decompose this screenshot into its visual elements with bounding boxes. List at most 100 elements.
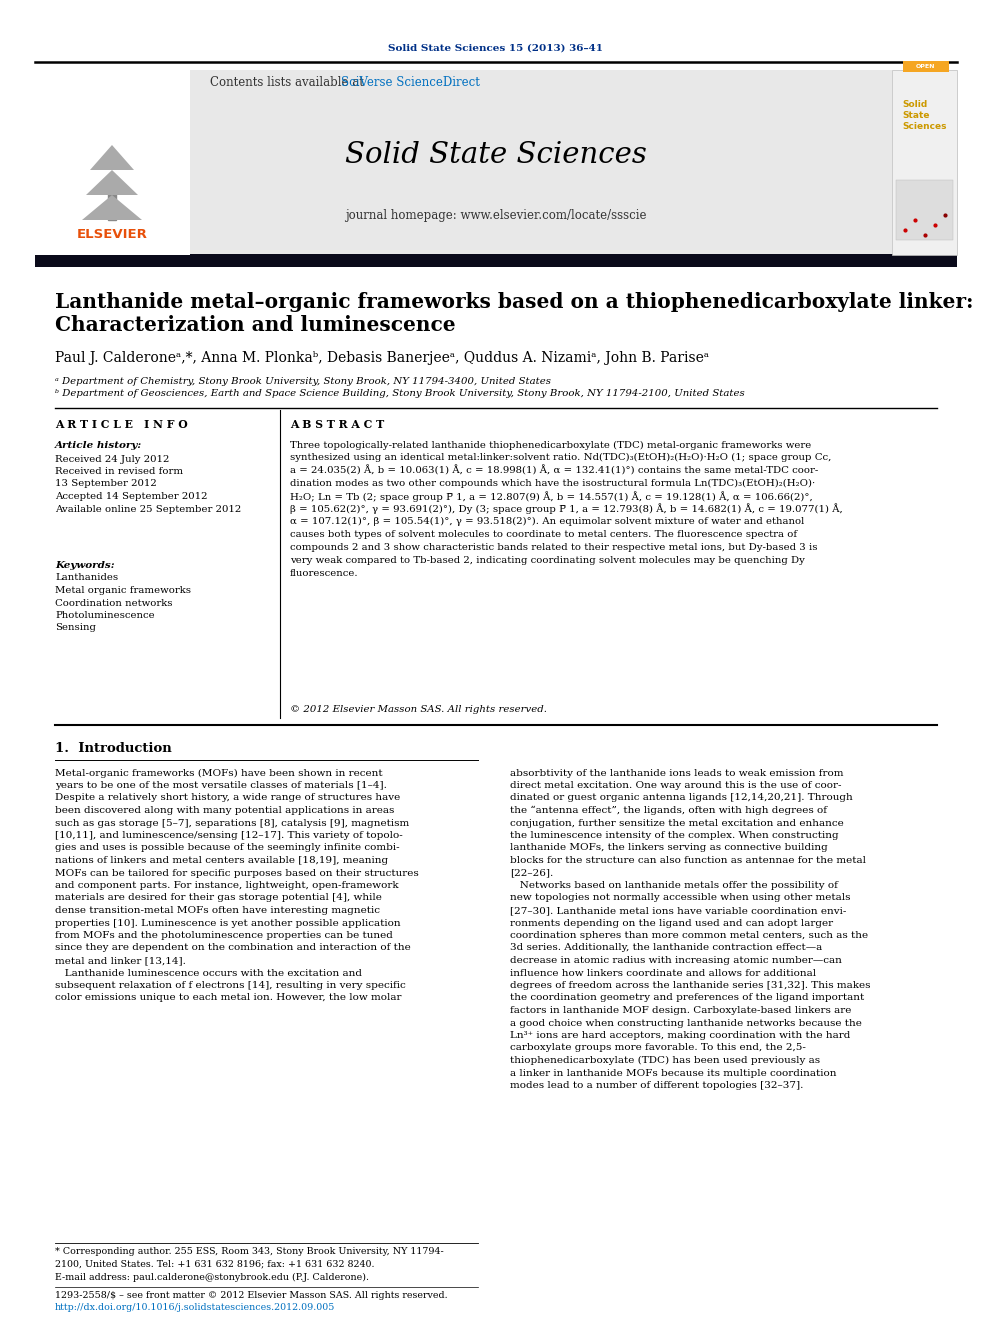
Text: Keywords:: Keywords: — [55, 561, 115, 569]
Text: carboxylate groups more favorable. To this end, the 2,5-: carboxylate groups more favorable. To th… — [510, 1044, 806, 1053]
Text: factors in lanthanide MOF design. Carboxylate-based linkers are: factors in lanthanide MOF design. Carbox… — [510, 1005, 851, 1015]
Text: Paul J. Calderoneᵃ,*, Anna M. Plonkaᵇ, Debasis Banerjeeᵃ, Quddus A. Nizamiᵃ, Joh: Paul J. Calderoneᵃ,*, Anna M. Plonkaᵇ, D… — [55, 351, 709, 365]
Polygon shape — [86, 169, 138, 194]
Text: since they are dependent on the combination and interaction of the: since they are dependent on the combinat… — [55, 943, 411, 953]
Text: the luminescence intensity of the complex. When constructing: the luminescence intensity of the comple… — [510, 831, 838, 840]
Text: color emissions unique to each metal ion. However, the low molar: color emissions unique to each metal ion… — [55, 994, 402, 1003]
Text: Solid State Sciences: Solid State Sciences — [345, 142, 647, 169]
FancyBboxPatch shape — [35, 254, 957, 267]
Text: a good choice when constructing lanthanide networks because the: a good choice when constructing lanthani… — [510, 1019, 862, 1028]
Text: dinated or guest organic antenna ligands [12,14,20,21]. Through: dinated or guest organic antenna ligands… — [510, 794, 853, 803]
Text: very weak compared to Tb-based 2, indicating coordinating solvent molecules may : very weak compared to Tb-based 2, indica… — [290, 556, 805, 565]
Text: synthesized using an identical metal:linker:solvent ratio. Nd(TDC)₃(EtOH)₂(H₂O)·: synthesized using an identical metal:lin… — [290, 454, 831, 462]
Text: [22–26].: [22–26]. — [510, 868, 554, 877]
Bar — [108, 191, 116, 220]
Text: Received in revised form: Received in revised form — [55, 467, 184, 476]
Text: the “antenna effect”, the ligands, often with high degrees of: the “antenna effect”, the ligands, often… — [510, 806, 827, 815]
Text: Lanthanides: Lanthanides — [55, 573, 118, 582]
Text: thiophenedicarboxylate (TDC) has been used previously as: thiophenedicarboxylate (TDC) has been us… — [510, 1056, 820, 1065]
Text: materials are desired for their gas storage potential [4], while: materials are desired for their gas stor… — [55, 893, 382, 902]
Text: Ln³⁺ ions are hard acceptors, making coordination with the hard: Ln³⁺ ions are hard acceptors, making coo… — [510, 1031, 850, 1040]
Text: 1.  Introduction: 1. Introduction — [55, 741, 172, 754]
Text: Coordination networks: Coordination networks — [55, 598, 173, 607]
Text: 2100, United States. Tel: +1 631 632 8196; fax: +1 631 632 8240.: 2100, United States. Tel: +1 631 632 819… — [55, 1259, 375, 1269]
Text: 1293-2558/$ – see front matter © 2012 Elsevier Masson SAS. All rights reserved.: 1293-2558/$ – see front matter © 2012 El… — [55, 1290, 447, 1299]
FancyBboxPatch shape — [892, 70, 957, 255]
Text: β = 105.62(2)°, γ = 93.691(2)°), Dy (3; space group P̅ 1, a = 12.793(8) Å, b = 1: β = 105.62(2)°, γ = 93.691(2)°), Dy (3; … — [290, 504, 843, 515]
Text: ᵃ Department of Chemistry, Stony Brook University, Stony Brook, NY 11794-3400, U: ᵃ Department of Chemistry, Stony Brook U… — [55, 377, 551, 385]
Text: 13 September 2012: 13 September 2012 — [55, 479, 157, 488]
Text: Metal-organic frameworks (MOFs) have been shown in recent: Metal-organic frameworks (MOFs) have bee… — [55, 769, 383, 778]
Text: MOFs can be tailored for specific purposes based on their structures: MOFs can be tailored for specific purpos… — [55, 868, 419, 877]
Text: OPEN: OPEN — [917, 65, 935, 70]
Text: * Corresponding author. 255 ESS, Room 343, Stony Brook University, NY 11794-: * Corresponding author. 255 ESS, Room 34… — [55, 1248, 443, 1257]
Text: coordination spheres than more common metal centers, such as the: coordination spheres than more common me… — [510, 931, 868, 941]
Text: journal homepage: www.elsevier.com/locate/ssscie: journal homepage: www.elsevier.com/locat… — [345, 209, 647, 221]
Text: SciVerse ScienceDirect: SciVerse ScienceDirect — [341, 77, 480, 90]
Text: Metal organic frameworks: Metal organic frameworks — [55, 586, 191, 595]
Text: Available online 25 September 2012: Available online 25 September 2012 — [55, 504, 241, 513]
Text: Solid
State
Sciences: Solid State Sciences — [903, 101, 947, 131]
Text: gies and uses is possible because of the seemingly infinite combi-: gies and uses is possible because of the… — [55, 844, 400, 852]
Text: been discovered along with many potential applications in areas: been discovered along with many potentia… — [55, 806, 395, 815]
Text: decrease in atomic radius with increasing atomic number—can: decrease in atomic radius with increasin… — [510, 957, 842, 964]
FancyBboxPatch shape — [35, 70, 190, 255]
Text: causes both types of solvent molecules to coordinate to metal centers. The fluor: causes both types of solvent molecules t… — [290, 531, 798, 538]
Text: fluorescence.: fluorescence. — [290, 569, 359, 578]
Text: new topologies not normally accessible when using other metals: new topologies not normally accessible w… — [510, 893, 850, 902]
Polygon shape — [82, 194, 142, 220]
Text: Article history:: Article history: — [55, 441, 142, 450]
Text: nations of linkers and metal centers available [18,19], meaning: nations of linkers and metal centers ava… — [55, 856, 388, 865]
Text: conjugation, further sensitize the metal excitation and enhance: conjugation, further sensitize the metal… — [510, 819, 844, 827]
Text: a = 24.035(2) Å, b = 10.063(1) Å, c = 18.998(1) Å, α = 132.41(1)°) contains the : a = 24.035(2) Å, b = 10.063(1) Å, c = 18… — [290, 466, 818, 476]
Text: metal and linker [13,14].: metal and linker [13,14]. — [55, 957, 186, 964]
FancyBboxPatch shape — [896, 180, 953, 239]
Text: A R T I C L E   I N F O: A R T I C L E I N F O — [55, 419, 187, 430]
Text: H₂O; Ln = Tb (2; space group P̅ 1, a = 12.807(9) Å, b = 14.557(1) Å, c = 19.128(: H₂O; Ln = Tb (2; space group P̅ 1, a = 1… — [290, 491, 812, 501]
Text: degrees of freedom across the lanthanide series [31,32]. This makes: degrees of freedom across the lanthanide… — [510, 980, 871, 990]
Text: Characterization and luminescence: Characterization and luminescence — [55, 315, 455, 335]
Text: E-mail address: paul.calderone@stonybrook.edu (P.J. Calderone).: E-mail address: paul.calderone@stonybroo… — [55, 1273, 369, 1282]
Text: Three topologically-related lanthanide thiophenedicarboxylate (TDC) metal-organi: Three topologically-related lanthanide t… — [290, 441, 811, 450]
Text: lanthanide MOFs, the linkers serving as connective building: lanthanide MOFs, the linkers serving as … — [510, 844, 827, 852]
Text: properties [10]. Luminescence is yet another possible application: properties [10]. Luminescence is yet ano… — [55, 918, 401, 927]
Text: Received 24 July 2012: Received 24 July 2012 — [55, 455, 170, 463]
Text: [27–30]. Lanthanide metal ions have variable coordination envi-: [27–30]. Lanthanide metal ions have vari… — [510, 906, 846, 916]
Text: subsequent relaxation of f electrons [14], resulting in very specific: subsequent relaxation of f electrons [14… — [55, 980, 406, 990]
Text: Networks based on lanthanide metals offer the possibility of: Networks based on lanthanide metals offe… — [510, 881, 838, 890]
Text: from MOFs and the photoluminescence properties can be tuned: from MOFs and the photoluminescence prop… — [55, 931, 393, 941]
Text: Lanthanide luminescence occurs with the excitation and: Lanthanide luminescence occurs with the … — [55, 968, 362, 978]
Text: http://dx.doi.org/10.1016/j.solidstatesciences.2012.09.005: http://dx.doi.org/10.1016/j.solidstatesc… — [55, 1303, 335, 1311]
Text: A B S T R A C T: A B S T R A C T — [290, 419, 384, 430]
Text: ELSEVIER: ELSEVIER — [76, 229, 148, 242]
Text: years to be one of the most versatile classes of materials [1–4].: years to be one of the most versatile cl… — [55, 781, 387, 790]
Text: ronments depending on the ligand used and can adopt larger: ronments depending on the ligand used an… — [510, 918, 833, 927]
Text: absorbtivity of the lanthanide ions leads to weak emission from: absorbtivity of the lanthanide ions lead… — [510, 769, 843, 778]
Text: α = 107.12(1)°, β = 105.54(1)°, γ = 93.518(2)°). An equimolar solvent mixture of: α = 107.12(1)°, β = 105.54(1)°, γ = 93.5… — [290, 517, 805, 527]
Polygon shape — [90, 146, 134, 169]
Text: 3d series. Additionally, the lanthanide contraction effect—a: 3d series. Additionally, the lanthanide … — [510, 943, 822, 953]
Text: Photoluminescence: Photoluminescence — [55, 611, 155, 620]
FancyBboxPatch shape — [35, 70, 892, 255]
Text: dense transition-metal MOFs often have interesting magnetic: dense transition-metal MOFs often have i… — [55, 906, 380, 916]
Text: a linker in lanthanide MOFs because its multiple coordination: a linker in lanthanide MOFs because its … — [510, 1069, 836, 1077]
Text: Sensing: Sensing — [55, 623, 96, 632]
Text: ᵇ Department of Geosciences, Earth and Space Science Building, Stony Brook Unive: ᵇ Department of Geosciences, Earth and S… — [55, 389, 745, 398]
Text: such as gas storage [5–7], separations [8], catalysis [9], magnetism: such as gas storage [5–7], separations [… — [55, 819, 410, 827]
Text: compounds 2 and 3 show characteristic bands related to their respective metal io: compounds 2 and 3 show characteristic ba… — [290, 542, 817, 552]
Text: blocks for the structure can also function as antennae for the metal: blocks for the structure can also functi… — [510, 856, 866, 865]
Text: Despite a relatively short history, a wide range of structures have: Despite a relatively short history, a wi… — [55, 794, 400, 803]
Text: dination modes as two other compounds which have the isostructural formula Ln(TD: dination modes as two other compounds wh… — [290, 479, 815, 488]
Text: modes lead to a number of different topologies [32–37].: modes lead to a number of different topo… — [510, 1081, 804, 1090]
Text: Lanthanide metal–organic frameworks based on a thiophenedicarboxylate linker:: Lanthanide metal–organic frameworks base… — [55, 292, 973, 312]
Text: and component parts. For instance, lightweight, open-framework: and component parts. For instance, light… — [55, 881, 399, 890]
Text: Solid State Sciences 15 (2013) 36–41: Solid State Sciences 15 (2013) 36–41 — [389, 44, 603, 53]
Text: Contents lists available at: Contents lists available at — [210, 77, 368, 90]
Text: direct metal excitation. One way around this is the use of coor-: direct metal excitation. One way around … — [510, 781, 841, 790]
FancyBboxPatch shape — [903, 61, 949, 71]
Text: Accepted 14 September 2012: Accepted 14 September 2012 — [55, 492, 207, 501]
Text: [10,11], and luminescence/sensing [12–17]. This variety of topolo-: [10,11], and luminescence/sensing [12–17… — [55, 831, 403, 840]
Text: © 2012 Elsevier Masson SAS. All rights reserved.: © 2012 Elsevier Masson SAS. All rights r… — [290, 705, 547, 714]
Text: the coordination geometry and preferences of the ligand important: the coordination geometry and preference… — [510, 994, 864, 1003]
Text: influence how linkers coordinate and allows for additional: influence how linkers coordinate and all… — [510, 968, 816, 978]
